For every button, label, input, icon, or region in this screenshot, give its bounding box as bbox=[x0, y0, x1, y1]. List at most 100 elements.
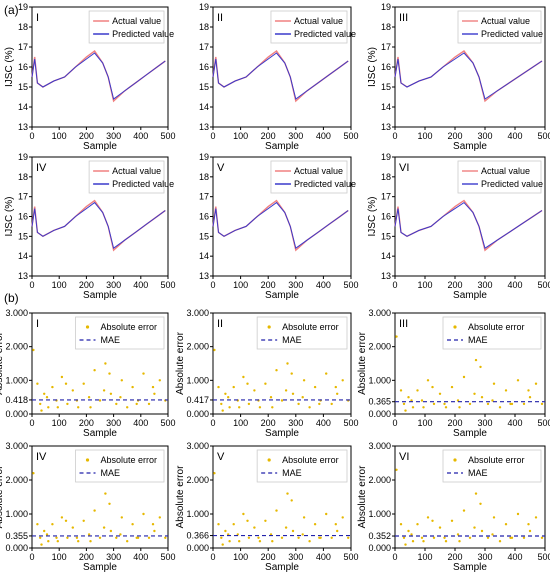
y-tick-label: 16 bbox=[199, 212, 209, 222]
x-tick-label: 300 bbox=[288, 552, 303, 562]
error-point bbox=[480, 396, 484, 399]
y-tick-label: 3.000 bbox=[186, 441, 209, 451]
x-axis-label: Sample bbox=[453, 428, 487, 439]
legend-swatch bbox=[267, 325, 271, 329]
error-point bbox=[227, 396, 230, 399]
error-point bbox=[115, 402, 118, 406]
error-point bbox=[347, 536, 350, 539]
y-axis-label: Absolute error bbox=[0, 331, 5, 394]
error-point bbox=[486, 402, 490, 406]
legend-label: Predicted value bbox=[481, 179, 543, 189]
x-tick-label: 400 bbox=[507, 418, 522, 428]
y-tick-label: 2.000 bbox=[368, 475, 391, 485]
x-tick-label: 400 bbox=[316, 552, 331, 562]
error-point bbox=[120, 379, 124, 382]
error-point bbox=[135, 402, 138, 406]
error-point bbox=[147, 402, 151, 406]
error-point bbox=[104, 492, 107, 495]
error-point bbox=[334, 385, 337, 389]
y-tick-label: 18 bbox=[381, 172, 391, 182]
error-point bbox=[142, 512, 145, 516]
panel-label: I bbox=[36, 12, 39, 24]
y-tick-label: 0.000 bbox=[5, 543, 28, 553]
x-tick-label: 300 bbox=[477, 131, 492, 141]
y-tick-label: 14 bbox=[18, 251, 28, 261]
error-point bbox=[330, 536, 333, 539]
error-point bbox=[516, 512, 520, 516]
y-tick-label: 0.417 bbox=[186, 395, 209, 405]
x-tick-label: 500 bbox=[343, 280, 358, 290]
y-tick-label: 14 bbox=[199, 102, 209, 112]
error-point bbox=[40, 409, 43, 412]
error-point bbox=[43, 392, 46, 395]
error-point bbox=[290, 372, 293, 375]
panel-label: VI bbox=[399, 451, 409, 463]
legend-label: MAE bbox=[282, 468, 302, 478]
x-tick-label: 100 bbox=[417, 131, 432, 141]
legend-swatch bbox=[453, 458, 457, 462]
x-axis-label: Sample bbox=[453, 562, 487, 573]
predicted-value-line bbox=[394, 52, 543, 100]
error-point bbox=[40, 543, 43, 546]
panel-11: 0 100 200 300 400 500 0.000 0.366 1.000 2.000 3.00… bbox=[175, 441, 359, 573]
x-tick-label: 100 bbox=[233, 280, 248, 290]
error-point bbox=[286, 492, 289, 495]
legend-label: Actual value bbox=[481, 166, 530, 176]
error-point bbox=[43, 529, 46, 533]
error-point bbox=[82, 519, 85, 522]
x-tick-label: 100 bbox=[52, 552, 67, 562]
error-point bbox=[302, 516, 306, 519]
error-point bbox=[247, 402, 251, 406]
legend-box bbox=[442, 316, 542, 350]
legend-box bbox=[75, 449, 165, 483]
plot-frame bbox=[394, 312, 546, 415]
y-tick-label: 19 bbox=[199, 2, 209, 12]
legend-swatch bbox=[85, 325, 90, 329]
error-point bbox=[82, 382, 85, 385]
error-point bbox=[71, 389, 75, 392]
y-tick-label: 14 bbox=[18, 102, 28, 112]
error-point bbox=[410, 533, 413, 536]
x-tick-label: 100 bbox=[52, 280, 67, 290]
error-point bbox=[232, 385, 235, 389]
error-point bbox=[228, 406, 231, 409]
legend-label: Predicted value bbox=[294, 29, 356, 39]
error-point bbox=[527, 389, 530, 392]
section-b-label: (b) bbox=[4, 291, 19, 305]
error-point bbox=[71, 526, 75, 529]
error-point bbox=[55, 536, 58, 539]
x-tick-label: 0 bbox=[210, 418, 215, 428]
error-point bbox=[77, 540, 80, 543]
error-point bbox=[407, 529, 410, 533]
x-tick-label: 400 bbox=[316, 131, 331, 141]
error-point bbox=[271, 406, 274, 409]
y-tick-label: 18 bbox=[199, 172, 209, 182]
error-point bbox=[509, 536, 512, 539]
y-tick-label: 17 bbox=[199, 42, 209, 52]
x-tick-label: 500 bbox=[160, 280, 175, 290]
x-tick-label: 400 bbox=[133, 131, 148, 141]
error-point bbox=[275, 509, 278, 512]
error-point bbox=[479, 502, 482, 505]
error-point bbox=[432, 536, 436, 539]
error-point bbox=[431, 519, 434, 522]
error-point bbox=[318, 402, 321, 406]
error-point bbox=[153, 529, 156, 533]
legend-label: Predicted value bbox=[112, 29, 174, 39]
legend-label: Absolute error bbox=[101, 322, 158, 332]
y-tick-label: 2.000 bbox=[186, 342, 209, 352]
error-point bbox=[411, 406, 415, 409]
error-point bbox=[45, 533, 49, 536]
error-point bbox=[491, 399, 494, 402]
panel-8: 0 100 200 300 400 500 0.000 0.417 1.000 2.000 3.00… bbox=[175, 308, 359, 439]
error-point bbox=[56, 540, 59, 543]
x-tick-label: 200 bbox=[447, 280, 462, 290]
error-point bbox=[458, 406, 461, 409]
error-point bbox=[264, 382, 267, 385]
error-point bbox=[131, 523, 134, 526]
y-tick-label: 14 bbox=[381, 251, 391, 261]
y-axis-label: IJSC (%) bbox=[367, 197, 378, 237]
x-tick-label: 300 bbox=[106, 280, 121, 290]
legend-box bbox=[442, 449, 542, 483]
